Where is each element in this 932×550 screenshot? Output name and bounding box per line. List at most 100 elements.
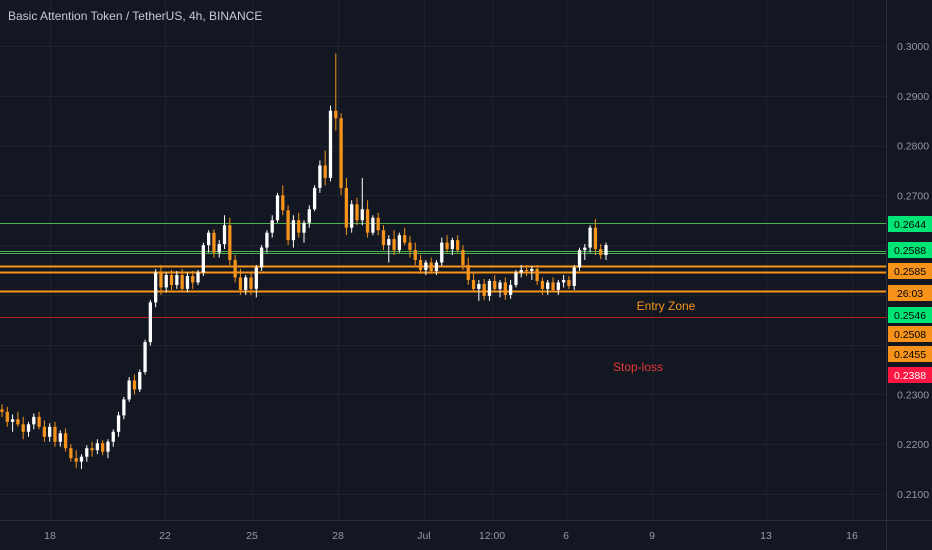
candle-body	[74, 458, 78, 462]
price-label-badge	[888, 285, 932, 301]
candle-body	[371, 217, 375, 233]
candle-body	[85, 448, 89, 457]
candle-body	[291, 220, 296, 241]
candle-body	[159, 272, 163, 288]
candle-body	[392, 239, 396, 251]
price-label-badge	[888, 216, 932, 232]
candle-body	[265, 232, 269, 248]
candle-body	[572, 267, 576, 286]
candle-body	[556, 282, 560, 290]
candle-body	[546, 282, 550, 289]
candle-body	[561, 279, 566, 283]
candle-body	[381, 230, 386, 246]
x-tick-label: Jul	[417, 530, 430, 542]
x-tick-label: 28	[332, 530, 344, 542]
candle-body	[524, 270, 529, 271]
candle-body	[429, 262, 433, 271]
x-tick-label: 9	[649, 530, 655, 542]
candle-body	[413, 250, 417, 261]
candle-body	[307, 209, 311, 223]
candle-body	[328, 110, 333, 178]
candle-body	[408, 242, 412, 251]
candle-body	[540, 280, 545, 289]
price-label-text: 0.2644	[894, 219, 926, 231]
candle-body	[95, 443, 100, 451]
candle-body	[593, 227, 598, 250]
candle-body	[297, 220, 301, 233]
candle-body	[138, 372, 142, 390]
candle-body	[604, 245, 608, 256]
candle-body	[508, 284, 513, 295]
candle-body	[244, 277, 248, 290]
candle-body	[519, 270, 523, 273]
price-label-badge	[888, 326, 932, 342]
candle-body	[143, 342, 147, 373]
candle-body	[48, 426, 52, 437]
candle-body	[302, 222, 306, 233]
candle-body	[275, 195, 280, 221]
price-label-text: 0.2508	[894, 329, 926, 341]
candle-body	[116, 415, 121, 432]
candle-body	[69, 448, 73, 459]
stop-loss-label: Stop-loss	[613, 360, 663, 374]
price-label-badge	[888, 307, 932, 323]
candle-body	[37, 416, 41, 427]
candle-body	[461, 250, 465, 266]
candle-body	[318, 165, 322, 188]
candle-body	[201, 245, 205, 273]
x-tick-label: 16	[846, 530, 858, 542]
candle-body	[477, 283, 481, 289]
y-tick-label: 0.2900	[897, 91, 929, 103]
x-tick-label: 25	[246, 530, 258, 542]
candle-body	[418, 260, 423, 270]
candle-body	[466, 265, 470, 280]
candle-body	[106, 441, 110, 452]
candle-body	[503, 282, 507, 295]
candle-body	[191, 275, 195, 283]
candle-body	[0, 409, 4, 412]
candle-body	[42, 426, 47, 437]
candle-body	[58, 433, 62, 442]
candle-body	[212, 232, 216, 253]
candle-body	[132, 380, 137, 390]
candle-body	[21, 424, 25, 432]
candle-body	[127, 380, 131, 400]
candle-body	[599, 249, 603, 256]
candle-body	[350, 204, 354, 228]
candle-body	[493, 280, 497, 289]
candle-body	[567, 279, 571, 286]
price-label-badge	[888, 263, 932, 279]
candle-body	[63, 433, 68, 449]
candle-body	[90, 448, 94, 451]
price-label-text: 0.2388	[894, 370, 926, 382]
x-tick-label: 12:00	[479, 530, 505, 542]
candle-body	[196, 272, 200, 283]
candle-body	[238, 277, 243, 290]
y-tick-label: 0.2300	[897, 389, 929, 401]
candle-body	[588, 227, 592, 248]
candle-body	[148, 302, 152, 343]
candle-body	[53, 426, 57, 442]
candle-body	[270, 220, 274, 233]
candle-body	[397, 235, 402, 251]
candle-body	[551, 282, 555, 290]
candle-body	[185, 275, 190, 289]
candle-body	[254, 267, 258, 289]
candle-body	[249, 277, 253, 289]
candle-body	[498, 282, 502, 289]
candle-body	[10, 419, 15, 422]
candle-body	[440, 242, 444, 263]
candle-body	[339, 118, 343, 188]
candle-body	[344, 187, 349, 228]
candle-body	[101, 443, 105, 452]
candle-body	[217, 244, 221, 253]
x-tick-label: 22	[159, 530, 171, 542]
candle-body	[583, 247, 587, 251]
candle-body	[206, 232, 211, 246]
candle-body	[169, 274, 174, 285]
candle-body	[471, 279, 476, 289]
candle-body	[222, 225, 227, 245]
